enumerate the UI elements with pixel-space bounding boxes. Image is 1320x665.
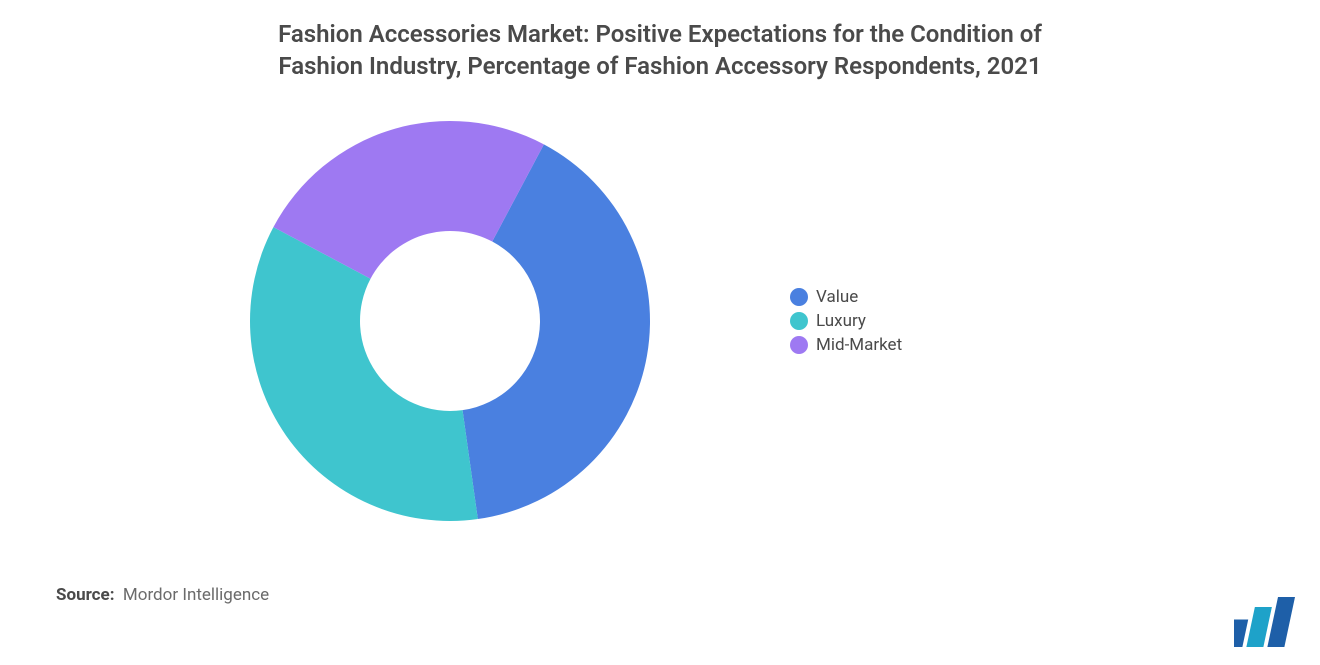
source-line: Source: Mordor Intelligence [56, 585, 269, 605]
donut-chart [170, 101, 730, 541]
legend-label: Value [816, 287, 858, 307]
logo-bar-2 [1267, 597, 1295, 647]
legend-swatch [790, 312, 808, 330]
source-label: Source: [56, 585, 114, 605]
logo-bar-1 [1246, 607, 1272, 647]
logo-bar-0 [1234, 620, 1248, 648]
brand-logo [1234, 597, 1298, 647]
chart-title: Fashion Accessories Market: Positive Exp… [30, 18, 1290, 83]
legend-item-mid-market: Mid-Market [790, 335, 902, 355]
title-line-2: Fashion Industry, Percentage of Fashion … [278, 52, 1041, 80]
chart-row: Value Luxury Mid-Market [30, 101, 1290, 541]
donut-svg [240, 111, 660, 531]
legend: Value Luxury Mid-Market [790, 287, 902, 355]
legend-label: Luxury [816, 311, 866, 331]
legend-swatch [790, 336, 808, 354]
legend-item-luxury: Luxury [790, 311, 902, 331]
legend-label: Mid-Market [816, 335, 902, 355]
legend-item-value: Value [790, 287, 902, 307]
title-line-1: Fashion Accessories Market: Positive Exp… [278, 20, 1042, 48]
logo-icon [1234, 597, 1298, 647]
chart-container: Fashion Accessories Market: Positive Exp… [0, 0, 1320, 665]
source-text: Mordor Intelligence [123, 585, 269, 605]
legend-swatch [790, 288, 808, 306]
